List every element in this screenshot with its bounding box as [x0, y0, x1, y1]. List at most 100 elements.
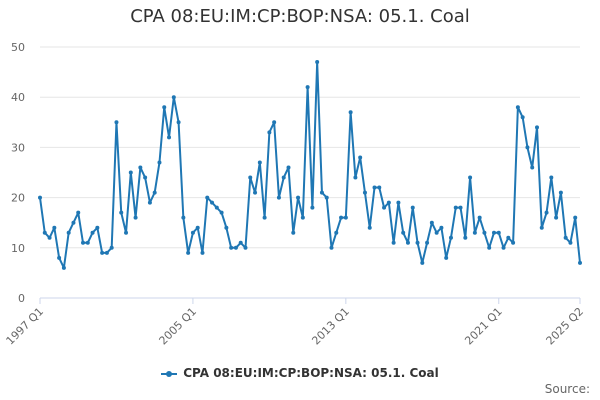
data-point: [358, 155, 363, 160]
data-point: [396, 200, 401, 205]
data-point: [167, 135, 172, 140]
legend-swatch-dot: [166, 370, 173, 377]
data-point: [214, 205, 219, 210]
data-point: [477, 215, 482, 220]
data-point: [262, 215, 267, 220]
data-point: [472, 230, 477, 235]
x-tick-label: 2025 Q2: [544, 305, 587, 348]
data-point: [511, 240, 516, 245]
data-point: [205, 195, 210, 200]
series-line: [39, 61, 581, 269]
data-point: [487, 245, 492, 250]
data-point: [310, 205, 315, 210]
data-point: [119, 210, 124, 215]
data-point: [339, 215, 344, 220]
data-point: [410, 205, 415, 210]
data-point: [534, 125, 539, 130]
data-point: [109, 245, 114, 250]
data-point: [267, 130, 272, 135]
data-point: [300, 215, 305, 220]
data-point: [272, 120, 277, 125]
data-point: [229, 245, 234, 250]
legend[interactable]: CPA 08:EU:IM:CP:BOP:NSA: 05.1. Coal: [0, 366, 600, 380]
data-point: [71, 220, 76, 225]
data-point: [420, 260, 425, 265]
data-point: [415, 240, 420, 245]
data-point: [186, 250, 191, 255]
data-point: [95, 225, 100, 230]
data-point: [391, 240, 396, 245]
data-point: [496, 230, 501, 235]
x-tick-label: 1997 Q1: [4, 305, 47, 348]
data-point: [52, 225, 57, 230]
data-point: [243, 245, 248, 250]
data-point: [458, 205, 463, 210]
data-point: [372, 185, 377, 190]
data-point: [224, 225, 229, 230]
y-tick-label: 20: [11, 192, 25, 205]
data-point: [162, 105, 167, 110]
data-point: [386, 200, 391, 205]
data-point: [362, 190, 367, 195]
data-point: [85, 240, 90, 245]
data-point: [152, 190, 157, 195]
data-point: [506, 235, 511, 240]
data-point: [195, 225, 200, 230]
data-point: [219, 210, 224, 215]
data-point: [463, 235, 468, 240]
data-point: [291, 230, 296, 235]
data-point: [128, 170, 133, 175]
data-point: [38, 195, 42, 200]
data-point: [544, 210, 549, 215]
x-tick-label: 2005 Q1: [157, 305, 200, 348]
data-point: [281, 175, 286, 180]
data-point: [573, 215, 578, 220]
data-point: [147, 200, 152, 205]
data-point: [453, 205, 458, 210]
data-point: [296, 195, 301, 200]
credits-source[interactable]: Source:: [544, 382, 590, 396]
series-group: [38, 60, 582, 270]
legend-swatch: [161, 369, 178, 379]
data-point: [114, 120, 119, 125]
data-point: [568, 240, 573, 245]
data-point: [124, 230, 129, 235]
data-point: [138, 165, 143, 170]
data-point: [76, 210, 81, 215]
data-point: [190, 230, 195, 235]
data-point: [434, 230, 439, 235]
data-point: [210, 200, 215, 205]
data-point: [501, 245, 506, 250]
data-point: [238, 240, 243, 245]
data-point: [315, 60, 320, 65]
x-axis: 1997 Q1 2005 Q1 2013 Q1 2021 Q1 2025 Q2: [4, 297, 587, 348]
data-point: [253, 190, 258, 195]
data-point: [286, 165, 291, 170]
data-point: [525, 145, 530, 150]
x-tick-label: 2013 Q1: [309, 305, 352, 348]
data-point: [181, 215, 186, 220]
x-tick-label: 2021 Q1: [462, 305, 505, 348]
data-point: [329, 245, 334, 250]
data-point: [319, 190, 324, 195]
y-tick-label: 50: [11, 41, 25, 54]
data-point: [104, 250, 109, 255]
data-point: [157, 160, 162, 165]
data-point: [558, 190, 563, 195]
data-point: [377, 185, 382, 190]
data-point: [578, 260, 582, 265]
data-point: [405, 240, 410, 245]
data-point: [530, 165, 535, 170]
data-point: [334, 230, 339, 235]
data-point: [367, 225, 372, 230]
data-point: [257, 160, 262, 165]
data-point: [305, 85, 310, 90]
data-point: [554, 215, 559, 220]
legend-label: CPA 08:EU:IM:CP:BOP:NSA: 05.1. Coal: [183, 366, 439, 380]
data-point: [401, 230, 406, 235]
data-point: [176, 120, 181, 125]
y-tick-label: 0: [18, 292, 25, 305]
data-point: [382, 205, 387, 210]
data-point: [549, 175, 554, 180]
